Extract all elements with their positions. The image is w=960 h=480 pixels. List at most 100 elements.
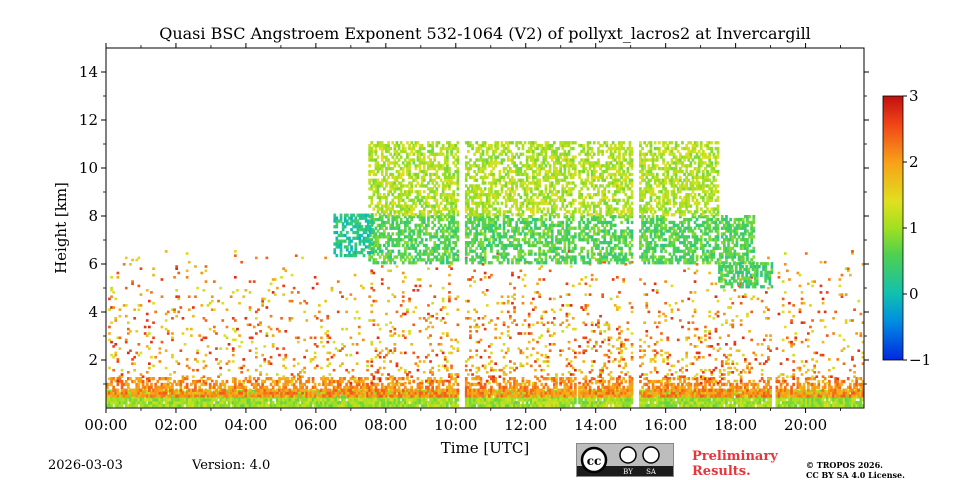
- heatmap-cell: [779, 388, 783, 392]
- heatmap-cell: [240, 340, 243, 344]
- heatmap-cell: [613, 394, 617, 398]
- heatmap-cell: [546, 355, 550, 359]
- heatmap-cell: [297, 373, 300, 376]
- heatmap-cell: [250, 394, 254, 398]
- heatmap-cell: [112, 392, 115, 396]
- heatmap-cell: [397, 401, 401, 405]
- heatmap-cell: [555, 403, 558, 408]
- heatmap-cell: [116, 358, 120, 361]
- heatmap-cell: [324, 332, 327, 335]
- heatmap-cell: [259, 321, 262, 324]
- heatmap-cell: [276, 388, 279, 392]
- heatmap-cell: [318, 403, 321, 408]
- heatmap-cell: [716, 310, 720, 314]
- heatmap-cell: [437, 398, 441, 402]
- heatmap-cell: [255, 398, 258, 402]
- heatmap-cell: [276, 403, 279, 408]
- heatmap-cell: [177, 398, 181, 402]
- heatmap-cell: [221, 388, 225, 392]
- heatmap-cell: [116, 377, 120, 381]
- heatmap-cell: [219, 366, 222, 370]
- heatmap-cell: [647, 381, 651, 385]
- heatmap-cell: [143, 403, 147, 408]
- heatmap-cell: [286, 388, 290, 392]
- heatmap-cell: [685, 394, 688, 398]
- heatmap-cell: [357, 391, 361, 395]
- heatmap-cell: [311, 385, 315, 389]
- heatmap-cell: [628, 394, 632, 398]
- heatmap-cell: [504, 401, 508, 405]
- heatmap-cell: [164, 312, 168, 316]
- heatmap-cell: [135, 377, 139, 381]
- heatmap-cell: [355, 403, 359, 408]
- heatmap-cell: [506, 330, 510, 333]
- heatmap-cell: [135, 258, 139, 262]
- heatmap-cell: [326, 317, 330, 320]
- heatmap-cell: [148, 362, 151, 365]
- heatmap-cell: [408, 381, 411, 385]
- heatmap-cell: [301, 388, 304, 392]
- heatmap-cell: [708, 379, 711, 384]
- heatmap-cell: [145, 379, 149, 384]
- heatmap-cell: [225, 394, 229, 398]
- heatmap-cell: [210, 391, 214, 395]
- heatmap-cell: [582, 351, 586, 355]
- heatmap-cell: [645, 334, 649, 337]
- heatmap-cell: [248, 398, 252, 402]
- heatmap-cell: [299, 394, 302, 398]
- heatmap-cell: [198, 391, 201, 395]
- heatmap-cell: [131, 362, 134, 365]
- heatmap-cell: [181, 379, 185, 384]
- heatmap-cell: [215, 388, 218, 392]
- heatmap-cell: [725, 401, 728, 405]
- heatmap-cell: [431, 391, 434, 395]
- heatmap-cell: [355, 310, 359, 314]
- heatmap-cell: [618, 382, 621, 387]
- heatmap-cell: [838, 394, 842, 398]
- heatmap-cell: [798, 389, 802, 393]
- heatmap-cell: [723, 382, 726, 387]
- heatmap-cell: [410, 403, 413, 408]
- heatmap-cell: [326, 334, 330, 337]
- heatmap-cell: [779, 403, 783, 408]
- heatmap-cell: [244, 391, 248, 395]
- heatmap-cell: [320, 366, 323, 370]
- heatmap-cell: [108, 366, 111, 370]
- heatmap-cell: [469, 330, 472, 333]
- heatmap-cell: [341, 398, 344, 402]
- heatmap-cell: [490, 385, 493, 389]
- heatmap-cell: [511, 385, 514, 389]
- heatmap-cell: [429, 371, 432, 374]
- heatmap-cell: [557, 403, 560, 408]
- heatmap-cell: [716, 382, 720, 387]
- heatmap-cell: [626, 398, 630, 402]
- heatmap-cell: [580, 394, 583, 398]
- heatmap-cell: [336, 398, 340, 402]
- heatmap-cell: [532, 297, 535, 301]
- heatmap-cell: [177, 295, 181, 298]
- heatmap-cell: [685, 391, 688, 395]
- heatmap-cell: [234, 377, 237, 381]
- heatmap-cell: [404, 276, 407, 279]
- heatmap-cell: [236, 398, 239, 402]
- heatmap-cell: [788, 401, 791, 405]
- heatmap-cell: [527, 391, 531, 395]
- heatmap-cell: [622, 366, 625, 370]
- heatmap-cell: [653, 391, 657, 395]
- heatmap-cell: [376, 394, 380, 398]
- heatmap-cell: [561, 304, 565, 307]
- heatmap-cell: [263, 401, 267, 405]
- heatmap-cell: [821, 388, 825, 392]
- heatmap-cell: [299, 375, 302, 378]
- heatmap-cell: [622, 385, 625, 389]
- heatmap-cell: [313, 401, 317, 405]
- heatmap-cell: [380, 391, 384, 395]
- heatmap-cell: [725, 394, 728, 398]
- heatmap-cell: [658, 391, 661, 395]
- heatmap-cell: [685, 382, 688, 387]
- heatmap-cell: [819, 403, 823, 408]
- heatmap-cell: [689, 362, 693, 365]
- heatmap-cell: [767, 403, 770, 408]
- heatmap-cell: [169, 394, 172, 398]
- heatmap-cell: [620, 391, 623, 395]
